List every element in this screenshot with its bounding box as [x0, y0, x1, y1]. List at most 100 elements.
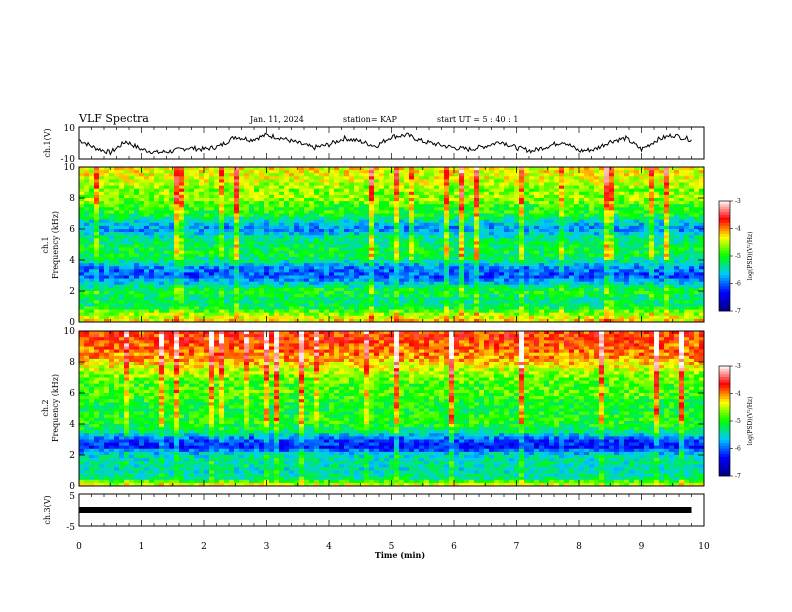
spectrogram-cell — [119, 281, 125, 286]
spectrogram-cell — [339, 222, 345, 227]
spectrogram-cell — [524, 281, 530, 286]
spectrogram-cell — [314, 191, 320, 196]
spectrogram-cell — [584, 204, 590, 208]
spectrogram-cell — [339, 198, 345, 202]
spectrogram-cell — [284, 281, 290, 286]
spectrogram-cell — [534, 191, 540, 196]
spectrogram-cell — [679, 210, 685, 214]
spectrogram-cell — [634, 266, 640, 270]
spectrogram-cell — [429, 263, 435, 267]
spectrogram-cell — [169, 247, 175, 251]
spectrogram-cell — [89, 213, 95, 217]
spectrogram-cell — [159, 191, 165, 196]
spectrogram-cell — [479, 219, 485, 224]
spectrogram-cell — [364, 263, 370, 267]
spectrogram-cell — [449, 170, 455, 174]
spectrogram-cell — [504, 281, 510, 286]
spectrogram-cell — [219, 266, 225, 270]
spectrogram-cell — [294, 225, 300, 230]
spectrogram-cell — [84, 253, 90, 258]
spectrogram-cell — [354, 170, 360, 174]
spectrogram-cell — [449, 173, 455, 177]
spectrogram-cell — [419, 235, 425, 239]
spectrogram-cell — [159, 250, 165, 255]
spectrogram-cell — [399, 170, 405, 174]
spectrogram-cell — [314, 182, 320, 186]
spectrogram-cell — [134, 222, 140, 227]
spectrogram-cell — [344, 185, 350, 189]
spectrogram-cell — [554, 176, 560, 180]
spectrogram-cell — [439, 191, 445, 196]
spectrogram-cell — [684, 275, 690, 279]
spectrogram-cell — [274, 207, 280, 211]
spectrogram-cell — [614, 191, 620, 196]
spectrogram-cell — [499, 207, 505, 211]
spectrogram-cell — [129, 179, 135, 183]
spectrogram-cell — [414, 182, 420, 186]
spectrogram-cell — [284, 253, 290, 258]
spectrogram-cell — [464, 235, 470, 239]
spectrogram-cell — [574, 247, 580, 251]
spectrogram-cell — [84, 179, 90, 183]
spectrogram-cell — [554, 247, 560, 251]
spectrogram-cell — [229, 225, 235, 230]
spectrogram-cell — [129, 198, 135, 202]
spectrogram-cell — [369, 219, 375, 224]
spectrogram-cell — [339, 247, 345, 251]
spectrogram-cell — [664, 281, 670, 286]
spectrogram-cell — [699, 256, 705, 261]
spectrogram-cell — [424, 185, 430, 189]
spectrogram-cell — [229, 219, 235, 224]
spectrogram-cell — [204, 201, 210, 205]
spectrogram-cell — [179, 201, 185, 205]
spectrogram-cell — [324, 204, 330, 208]
spectrogram-cell — [79, 229, 85, 233]
spectrogram-cell — [439, 250, 445, 255]
spectrogram-cell — [499, 247, 505, 251]
spectrogram-cell — [329, 238, 335, 242]
spectrogram-cell — [169, 167, 175, 171]
spectrogram-cell — [554, 222, 560, 227]
spectrogram-cell — [564, 198, 570, 202]
spectrogram-cell — [144, 260, 150, 264]
spectrogram-cell — [534, 238, 540, 242]
spectrogram-cell — [639, 185, 645, 189]
spectrogram-cell — [234, 225, 240, 230]
spectrogram-cell — [349, 241, 355, 245]
spectrogram-cell — [639, 250, 645, 255]
spectrogram-cell — [464, 229, 470, 233]
spectrogram-cell — [504, 179, 510, 183]
spectrogram-cell — [89, 244, 95, 248]
spectrogram-cell — [619, 204, 625, 208]
spectrogram-cell — [409, 210, 415, 214]
spectrogram-cell — [519, 225, 525, 230]
spectrogram-cell — [339, 167, 345, 171]
spectrogram-cell — [354, 210, 360, 214]
spectrogram-cell — [364, 191, 370, 196]
spectrogram-cell — [254, 238, 260, 242]
spectrogram-cell — [614, 185, 620, 189]
spectrogram-cell — [419, 179, 425, 183]
spectrogram-cell — [244, 185, 250, 189]
spectrogram-cell — [329, 260, 335, 264]
spectrogram-cell — [459, 225, 465, 230]
spectrogram-cell — [514, 253, 520, 258]
spectrogram-cell — [484, 275, 490, 279]
spectrogram-cell — [259, 204, 265, 208]
spectrogram-cell — [309, 275, 315, 279]
spectrogram-cell — [99, 256, 105, 261]
spectrogram-cell — [204, 247, 210, 251]
spectrogram-cell — [379, 170, 385, 174]
spectrogram-cell — [539, 232, 545, 236]
spectrogram-cell — [424, 256, 430, 261]
spectrogram-cell — [514, 176, 520, 180]
spectrogram-cell — [374, 284, 380, 289]
spectrogram-cell — [309, 247, 315, 251]
spectrogram-cell — [604, 238, 610, 242]
spectrogram-cell — [334, 284, 340, 289]
spectrogram-cell — [534, 235, 540, 239]
spectrogram-cell — [354, 219, 360, 224]
spectrogram-cell — [179, 281, 185, 286]
spectrogram-cell — [679, 253, 685, 258]
spectrogram-cell — [254, 272, 260, 276]
